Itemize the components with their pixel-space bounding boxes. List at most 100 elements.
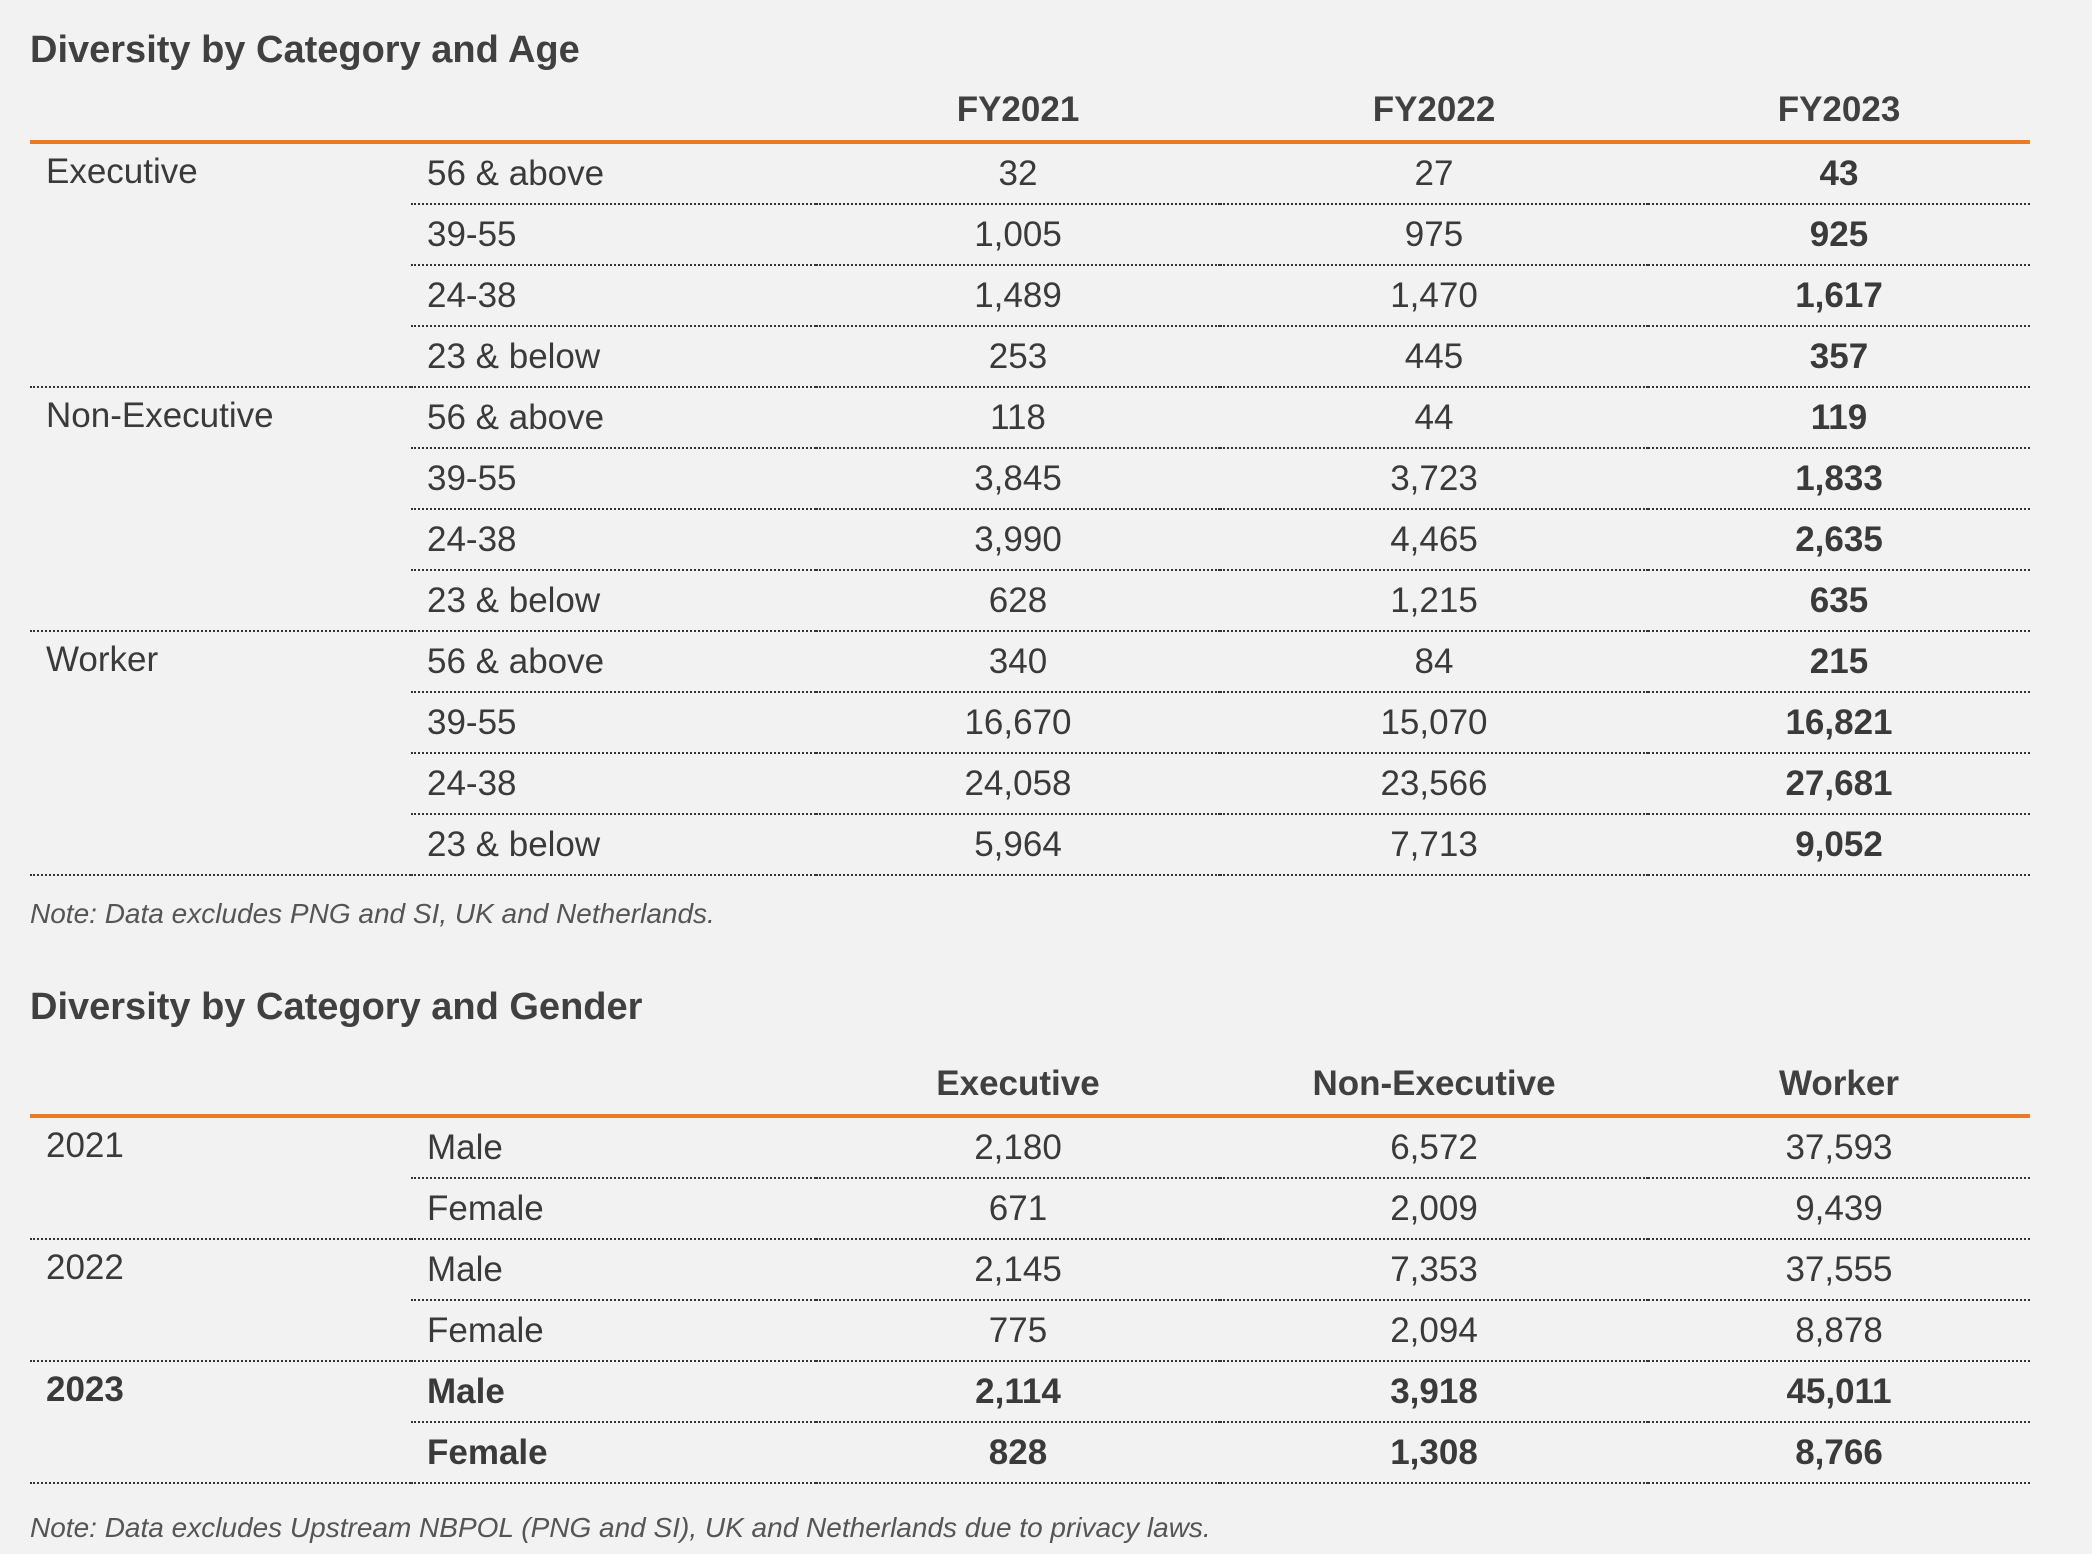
table-row: Female 775 2,094 8,878 (30, 1300, 2030, 1362)
age-label: 39-55 (411, 692, 816, 754)
table-row: 39-55 1,005 975 925 (30, 204, 2030, 266)
value-fy2023: 2,635 (1648, 509, 2030, 571)
age-label: 56 & above (411, 387, 816, 449)
gender-table: Executive Non-Executive Worker 2021 Male… (30, 1054, 2030, 1484)
gender-label: Female (411, 1422, 816, 1484)
age-label: 24-38 (411, 265, 816, 327)
value-fy2022: 7,713 (1220, 814, 1648, 876)
value-worker: 37,555 (1648, 1239, 2030, 1301)
value-worker: 37,593 (1648, 1116, 2030, 1179)
value-fy2021: 1,005 (816, 204, 1220, 266)
value-non-executive: 1,308 (1220, 1422, 1648, 1484)
value-fy2023: 635 (1648, 570, 2030, 632)
value-fy2022: 27 (1220, 142, 1648, 205)
header-blank (30, 80, 411, 144)
value-executive: 775 (816, 1300, 1220, 1362)
year-label: 2023 (30, 1361, 411, 1484)
age-label: 39-55 (411, 204, 816, 266)
table-row: 24-38 3,990 4,465 2,635 (30, 509, 2030, 571)
value-non-executive: 6,572 (1220, 1116, 1648, 1179)
value-fy2021: 1,489 (816, 265, 1220, 327)
value-fy2023: 1,833 (1648, 448, 2030, 510)
header-blank (411, 80, 816, 144)
age-label: 23 & below (411, 570, 816, 632)
gender-section: Diversity by Category and Gender Executi… (30, 977, 2030, 1544)
age-label: 24-38 (411, 509, 816, 571)
age-table-note: Note: Data excludes PNG and SI, UK and N… (30, 898, 715, 929)
value-worker: 8,878 (1648, 1300, 2030, 1362)
table-row: 39-55 16,670 15,070 16,821 (30, 692, 2030, 754)
value-fy2022: 23,566 (1220, 753, 1648, 815)
age-table-header-row: FY2021 FY2022 FY2023 (30, 80, 2030, 144)
value-fy2021: 3,845 (816, 448, 1220, 510)
value-fy2023: 215 (1648, 631, 2030, 693)
value-executive: 2,145 (816, 1239, 1220, 1301)
value-fy2021: 24,058 (816, 753, 1220, 815)
value-fy2021: 253 (816, 326, 1220, 388)
value-non-executive: 7,353 (1220, 1239, 1648, 1301)
header-executive: Executive (816, 1054, 1220, 1118)
age-label: 39-55 (411, 448, 816, 510)
table-row: 39-55 3,845 3,723 1,833 (30, 448, 2030, 510)
category-label: Worker (30, 631, 411, 876)
table-row: 23 & below 253 445 357 (30, 326, 2030, 388)
age-table: FY2021 FY2022 FY2023 Executive 56 & abov… (30, 80, 2030, 876)
age-label: 23 & below (411, 326, 816, 388)
header-worker: Worker (1648, 1054, 2030, 1118)
value-worker: 9,439 (1648, 1178, 2030, 1240)
header-blank (30, 1054, 411, 1118)
table-row: Executive 56 & above 32 27 43 (30, 142, 2030, 388)
table-row: 2023 Male 2,114 3,918 45,011 (30, 1361, 2030, 1484)
gender-label: Female (411, 1300, 816, 1362)
value-fy2022: 15,070 (1220, 692, 1648, 754)
age-label: 23 & below (411, 814, 816, 876)
table-row: 24-38 1,489 1,470 1,617 (30, 265, 2030, 327)
value-executive: 2,114 (816, 1361, 1220, 1423)
value-fy2022: 84 (1220, 631, 1648, 693)
age-label: 24-38 (411, 753, 816, 815)
value-fy2023: 27,681 (1648, 753, 2030, 815)
gender-label: Male (411, 1116, 816, 1179)
table-row: 23 & below 628 1,215 635 (30, 570, 2030, 632)
year-label: 2021 (30, 1116, 411, 1240)
value-executive: 671 (816, 1178, 1220, 1240)
value-fy2021: 628 (816, 570, 1220, 632)
gender-label: Male (411, 1239, 816, 1301)
value-fy2021: 3,990 (816, 509, 1220, 571)
value-fy2021: 118 (816, 387, 1220, 449)
table-row: Worker 56 & above 340 84 215 (30, 631, 2030, 876)
value-fy2021: 32 (816, 142, 1220, 205)
gender-label: Male (411, 1361, 816, 1423)
year-label: 2022 (30, 1239, 411, 1362)
table-row: Female 828 1,308 8,766 (30, 1422, 2030, 1484)
value-fy2022: 975 (1220, 204, 1648, 266)
table-row: Female 671 2,009 9,439 (30, 1178, 2030, 1240)
gender-label: Female (411, 1178, 816, 1240)
gender-table-header-row: Executive Non-Executive Worker (30, 1054, 2030, 1118)
value-fy2022: 3,723 (1220, 448, 1648, 510)
value-fy2023: 357 (1648, 326, 2030, 388)
value-worker: 45,011 (1648, 1361, 2030, 1423)
gender-table-title: Diversity by Category and Gender (30, 986, 643, 1028)
value-non-executive: 2,094 (1220, 1300, 1648, 1362)
value-fy2023: 9,052 (1648, 814, 2030, 876)
value-fy2021: 5,964 (816, 814, 1220, 876)
table-row: 2021 Male 2,180 6,572 37,593 (30, 1116, 2030, 1240)
header-fy2022: FY2022 (1220, 80, 1648, 144)
category-label: Non-Executive (30, 387, 411, 632)
category-label: Executive (30, 142, 411, 388)
value-fy2022: 1,470 (1220, 265, 1648, 327)
table-row: 2022 Male 2,145 7,353 37,555 (30, 1239, 2030, 1362)
value-fy2022: 445 (1220, 326, 1648, 388)
age-label: 56 & above (411, 142, 816, 205)
value-fy2021: 340 (816, 631, 1220, 693)
value-fy2023: 16,821 (1648, 692, 2030, 754)
value-fy2022: 1,215 (1220, 570, 1648, 632)
value-fy2023: 43 (1648, 142, 2030, 205)
value-fy2022: 44 (1220, 387, 1648, 449)
header-fy2021: FY2021 (816, 80, 1220, 144)
header-fy2023: FY2023 (1648, 80, 2030, 144)
age-label: 56 & above (411, 631, 816, 693)
table-row: 23 & below 5,964 7,713 9,052 (30, 814, 2030, 876)
header-blank (411, 1054, 816, 1118)
